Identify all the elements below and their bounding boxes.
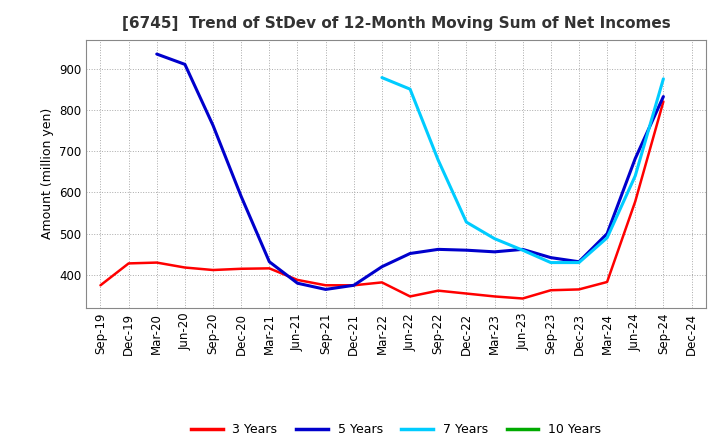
3 Years bbox=[631, 199, 639, 204]
3 Years bbox=[546, 288, 555, 293]
5 Years bbox=[659, 94, 667, 99]
5 Years bbox=[321, 287, 330, 292]
3 Years bbox=[237, 266, 246, 271]
3 Years bbox=[96, 282, 105, 288]
3 Years bbox=[603, 279, 611, 285]
5 Years bbox=[181, 62, 189, 67]
5 Years bbox=[209, 123, 217, 128]
3 Years bbox=[490, 294, 499, 299]
3 Years bbox=[518, 296, 527, 301]
Title: [6745]  Trend of StDev of 12-Month Moving Sum of Net Incomes: [6745] Trend of StDev of 12-Month Moving… bbox=[122, 16, 670, 32]
7 Years bbox=[603, 235, 611, 240]
7 Years bbox=[434, 158, 443, 163]
5 Years bbox=[293, 281, 302, 286]
5 Years bbox=[575, 259, 583, 264]
7 Years bbox=[546, 260, 555, 265]
5 Years bbox=[490, 249, 499, 254]
3 Years bbox=[265, 266, 274, 271]
5 Years bbox=[603, 231, 611, 236]
5 Years bbox=[377, 264, 386, 269]
5 Years bbox=[265, 259, 274, 264]
5 Years bbox=[462, 248, 471, 253]
7 Years bbox=[659, 76, 667, 81]
Line: 7 Years: 7 Years bbox=[382, 77, 663, 263]
Y-axis label: Amount (million yen): Amount (million yen) bbox=[41, 108, 54, 239]
3 Years bbox=[462, 291, 471, 296]
7 Years bbox=[462, 220, 471, 225]
7 Years bbox=[490, 236, 499, 241]
5 Years bbox=[237, 194, 246, 199]
3 Years bbox=[209, 268, 217, 273]
3 Years bbox=[181, 265, 189, 270]
7 Years bbox=[575, 260, 583, 265]
3 Years bbox=[377, 280, 386, 285]
5 Years bbox=[631, 156, 639, 161]
3 Years bbox=[575, 287, 583, 292]
Legend: 3 Years, 5 Years, 7 Years, 10 Years: 3 Years, 5 Years, 7 Years, 10 Years bbox=[186, 418, 606, 440]
3 Years bbox=[153, 260, 161, 265]
7 Years bbox=[406, 87, 415, 92]
3 Years bbox=[434, 288, 443, 293]
7 Years bbox=[631, 173, 639, 179]
5 Years bbox=[434, 247, 443, 252]
5 Years bbox=[153, 51, 161, 57]
3 Years bbox=[293, 277, 302, 282]
5 Years bbox=[406, 251, 415, 256]
5 Years bbox=[349, 282, 358, 288]
Line: 3 Years: 3 Years bbox=[101, 102, 663, 298]
3 Years bbox=[659, 99, 667, 104]
5 Years bbox=[518, 247, 527, 252]
7 Years bbox=[377, 75, 386, 80]
5 Years bbox=[546, 255, 555, 260]
3 Years bbox=[406, 294, 415, 299]
7 Years bbox=[518, 248, 527, 253]
Line: 5 Years: 5 Years bbox=[157, 54, 663, 290]
3 Years bbox=[349, 282, 358, 288]
3 Years bbox=[321, 282, 330, 288]
3 Years bbox=[125, 261, 133, 266]
